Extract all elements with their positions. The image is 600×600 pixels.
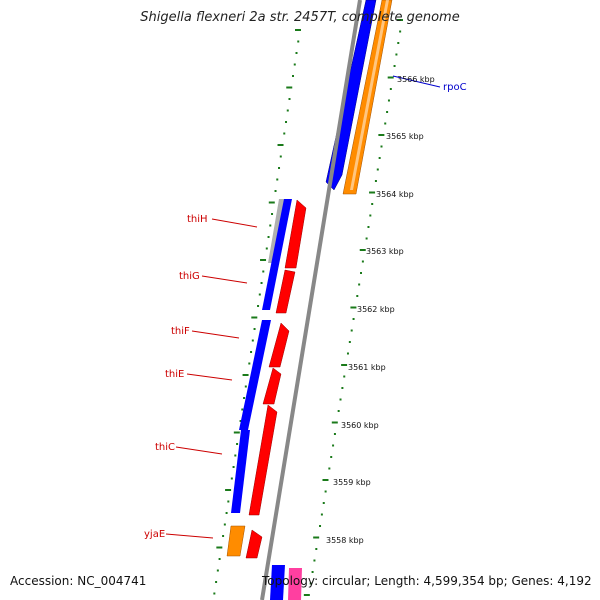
feature-thiC-blue xyxy=(231,430,250,513)
scale-label: 3561 kbp xyxy=(348,363,386,372)
gene-label-thiE: thiE xyxy=(165,369,184,380)
topology-text: Topology: circular; Length: 4,599,354 bp… xyxy=(262,574,592,588)
accession-text: Accession: NC_004741 xyxy=(10,574,147,588)
backbone-line xyxy=(260,0,362,600)
scale-label: 3560 kbp xyxy=(341,421,379,430)
leader-thiG xyxy=(201,275,248,284)
feature-yjaE-orange xyxy=(226,525,246,557)
gene-label-rpoC: rpoC xyxy=(443,82,467,93)
leader-thiE xyxy=(186,373,233,381)
feature-yjaE-red xyxy=(245,529,263,559)
leader-thiC xyxy=(175,446,223,455)
scale-label: 3565 kbp xyxy=(386,132,424,141)
tick-marks xyxy=(213,19,403,596)
feature-thiH-blue xyxy=(262,199,292,310)
feature-thiG-red xyxy=(275,269,296,314)
scale-label: 3558 kbp xyxy=(326,536,364,545)
gene-label-thiF: thiF xyxy=(171,326,190,337)
feature-bottom-pink xyxy=(288,568,302,600)
leader-yjaE xyxy=(165,533,214,539)
feature-thiF-blue xyxy=(239,320,271,430)
leader-thiF xyxy=(191,330,240,339)
feature-thiC-red xyxy=(248,404,278,516)
scale-label: 3562 kbp xyxy=(357,305,395,314)
feature-white-highlight xyxy=(350,0,389,190)
scale-label: 3566 kbp xyxy=(397,75,435,84)
feature-thiH-red xyxy=(284,199,307,269)
scale-label: 3559 kbp xyxy=(333,478,371,487)
gene-label-yjaE: yjaE xyxy=(144,529,165,540)
map-title: Shigella flexneri 2a str. 2457T, complet… xyxy=(140,10,460,25)
scale-label: 3563 kbp xyxy=(366,247,404,256)
feature-thiF-red xyxy=(268,322,290,368)
leader-thiH xyxy=(211,218,258,228)
leader-lines xyxy=(165,75,441,539)
gene-label-thiC: thiC xyxy=(155,442,175,453)
feature-bottom-blue xyxy=(270,565,285,600)
leader-rpoC xyxy=(392,75,441,88)
gene-label-thiH: thiH xyxy=(187,214,208,225)
scale-label: 3564 kbp xyxy=(376,190,414,199)
gene-label-thiG: thiG xyxy=(179,271,200,282)
feature-thiE-red xyxy=(262,367,282,405)
